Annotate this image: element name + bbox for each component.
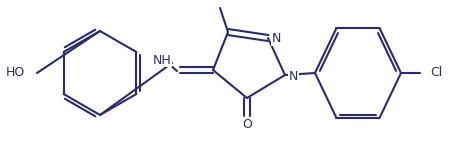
Text: N: N <box>289 71 299 84</box>
Text: O: O <box>242 119 252 132</box>
Text: HO: HO <box>6 66 25 80</box>
Text: Cl: Cl <box>430 66 442 80</box>
Text: N: N <box>272 33 281 46</box>
Text: NH: NH <box>153 53 172 66</box>
